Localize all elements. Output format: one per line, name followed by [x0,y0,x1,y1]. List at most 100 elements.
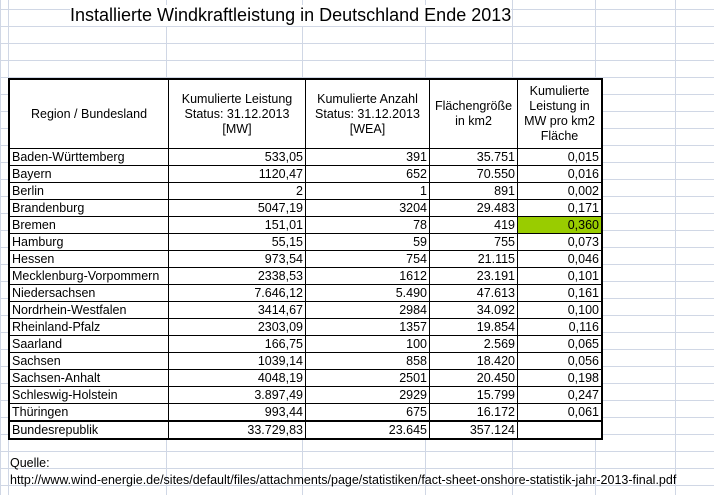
cell-density[interactable]: 0,073 [517,233,603,251]
cell-count[interactable]: 858 [305,352,430,370]
header-area[interactable]: Flächengröße in km2 [429,78,518,149]
cell-capacity[interactable]: 1120,47 [168,165,306,183]
source-url[interactable]: http://www.wind-energie.de/sites/default… [10,473,677,487]
cell-count[interactable]: 1 [305,182,430,200]
cell-count[interactable]: 652 [305,165,430,183]
cell-count[interactable]: 391 [305,148,430,166]
table-row: Baden-Württemberg 533,05 391 35.751 0,015 [8,148,603,166]
cell-capacity[interactable]: 166,75 [168,335,306,353]
cell-density[interactable]: 0,046 [517,250,603,268]
cell-area[interactable]: 891 [429,182,518,200]
cell-capacity[interactable]: 993,44 [168,403,306,422]
cell-density[interactable]: 0,161 [517,284,603,302]
cell-count[interactable]: 100 [305,335,430,353]
cell-capacity[interactable]: 3.897,49 [168,386,306,404]
cell-capacity[interactable]: 151,01 [168,216,306,234]
cell-capacity[interactable]: 1039,14 [168,352,306,370]
cell-density[interactable] [517,420,603,440]
sheet-title: Installierte Windkraftleistung in Deutsc… [70,5,512,26]
header-count[interactable]: Kumulierte Anzahl Status: 31.12.2013 [WE… [305,78,430,149]
cell-density[interactable]: 0,100 [517,301,603,319]
cell-capacity[interactable]: 2303,09 [168,318,306,336]
cell-capacity[interactable]: 2338,53 [168,267,306,285]
cell-region[interactable]: Hessen [8,250,169,268]
cell-count[interactable]: 1612 [305,267,430,285]
cell-density[interactable]: 0,061 [517,403,603,422]
cell-area[interactable]: 16.172 [429,403,518,422]
cell-area[interactable]: 357.124 [429,420,518,440]
cell-density[interactable]: 0,171 [517,199,603,217]
cell-count[interactable]: 675 [305,403,430,422]
cell-region[interactable]: Baden-Württemberg [8,148,169,166]
header-capacity[interactable]: Kumulierte Leistung Status: 31.12.2013 [… [168,78,306,149]
cell-capacity[interactable]: 5047,19 [168,199,306,217]
cell-region[interactable]: Brandenburg [8,199,169,217]
cell-capacity[interactable]: 7.646,12 [168,284,306,302]
cell-count[interactable]: 59 [305,233,430,251]
cell-area[interactable]: 35.751 [429,148,518,166]
cell-region[interactable]: Berlin [8,182,169,200]
cell-region[interactable]: Sachsen-Anhalt [8,369,169,387]
table-row: Bayern 1120,47 652 70.550 0,016 [8,165,603,183]
cell-density[interactable]: 0,056 [517,352,603,370]
cell-capacity[interactable]: 33.729,83 [168,420,306,440]
cell-area[interactable]: 755 [429,233,518,251]
cell-capacity[interactable]: 2 [168,182,306,200]
cell-count[interactable]: 2929 [305,386,430,404]
cell-density[interactable]: 0,016 [517,165,603,183]
cell-count[interactable]: 2501 [305,369,430,387]
cell-count[interactable]: 5.490 [305,284,430,302]
cell-region[interactable]: Niedersachsen [8,284,169,302]
cell-density[interactable]: 0,116 [517,318,603,336]
cell-area[interactable]: 34.092 [429,301,518,319]
total-row: Bundesrepublik 33.729,83 23.645 357.124 [8,420,603,440]
cell-density[interactable]: 0,247 [517,386,603,404]
table-row: Nordrhein-Westfalen 3414,67 2984 34.092 0,10… [8,301,603,319]
cell-region[interactable]: Mecklenburg-Vorpommern [8,267,169,285]
header-density[interactable]: Kumulierte Leistung in MW pro km2 Fläche [517,78,603,149]
cell-area[interactable]: 19.854 [429,318,518,336]
cell-count[interactable]: 1357 [305,318,430,336]
source-label[interactable]: Quelle: [10,456,50,470]
cell-area[interactable]: 70.550 [429,165,518,183]
cell-capacity[interactable]: 973,54 [168,250,306,268]
cell-density[interactable]: 0,015 [517,148,603,166]
cell-area[interactable]: 18.420 [429,352,518,370]
cell-capacity[interactable]: 55,15 [168,233,306,251]
header-row: Region / Bundesland Kumulierte Leistung … [8,78,603,149]
cell-area[interactable]: 2.569 [429,335,518,353]
cell-region[interactable]: Saarland [8,335,169,353]
cell-density[interactable]: 0,065 [517,335,603,353]
cell-region[interactable]: Schleswig-Holstein [8,386,169,404]
cell-count[interactable]: 2984 [305,301,430,319]
cell-region[interactable]: Bayern [8,165,169,183]
cell-region[interactable]: Sachsen [8,352,169,370]
cell-region[interactable]: Thüringen [8,403,169,422]
cell-region[interactable]: Rheinland-Pfalz [8,318,169,336]
header-region[interactable]: Region / Bundesland [8,78,169,149]
cell-region[interactable]: Bundesrepublik [8,420,169,440]
cell-area[interactable]: 21.115 [429,250,518,268]
cell-count[interactable]: 754 [305,250,430,268]
cell-region[interactable]: Nordrhein-Westfalen [8,301,169,319]
cell-area[interactable]: 20.450 [429,369,518,387]
cell-area[interactable]: 47.613 [429,284,518,302]
cell-region[interactable]: Bremen [8,216,169,234]
cell-density[interactable]: 0,002 [517,182,603,200]
cell-area[interactable]: 23.191 [429,267,518,285]
table-row: Sachsen-Anhalt 4048,19 2501 20.450 0,198 [8,369,603,387]
cell-area[interactable]: 15.799 [429,386,518,404]
cell-area[interactable]: 29.483 [429,199,518,217]
cell-count[interactable]: 78 [305,216,430,234]
cell-density[interactable]: 0,360 [517,216,603,234]
cell-count[interactable]: 3204 [305,199,430,217]
cell-capacity[interactable]: 533,05 [168,148,306,166]
cell-density[interactable]: 0,198 [517,369,603,387]
table-row: Mecklenburg-Vorpommern 2338,53 1612 23.191 0… [8,267,603,285]
cell-area[interactable]: 419 [429,216,518,234]
cell-region[interactable]: Hamburg [8,233,169,251]
cell-capacity[interactable]: 4048,19 [168,369,306,387]
cell-count[interactable]: 23.645 [305,420,430,440]
cell-density[interactable]: 0,101 [517,267,603,285]
cell-capacity[interactable]: 3414,67 [168,301,306,319]
